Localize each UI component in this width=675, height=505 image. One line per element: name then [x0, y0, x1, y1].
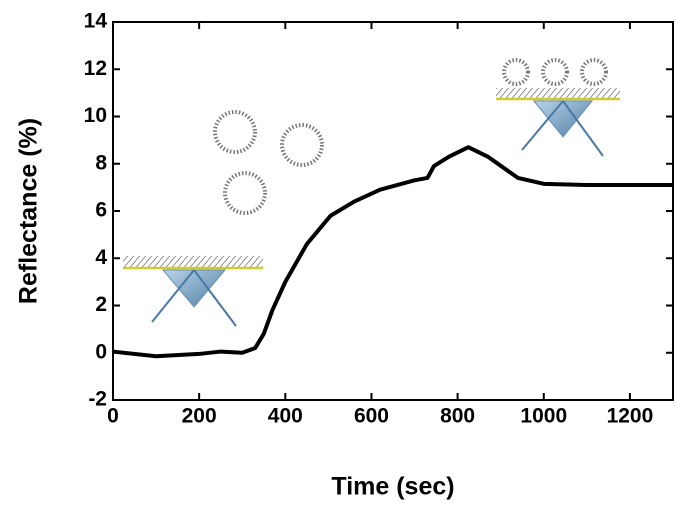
y-tick-label: 4 — [95, 246, 107, 269]
y-tick-label: 0 — [95, 340, 107, 363]
data-line — [112, 145, 673, 359]
y-tick-label: 6 — [95, 199, 107, 222]
illustration-right — [496, 88, 620, 157]
y-tick-label: 14 — [84, 10, 108, 33]
x-tick-label: 400 — [268, 405, 303, 428]
y-tick-label: 10 — [84, 104, 107, 127]
y-tick-label: 8 — [95, 151, 107, 174]
y-tick-label: 2 — [95, 293, 107, 316]
x-axis-label: Time (sec) — [331, 473, 454, 501]
plot-frame — [112, 21, 674, 401]
x-tick-label: 200 — [182, 405, 217, 428]
x-tick-label: 600 — [354, 405, 389, 428]
illustration-left — [123, 256, 263, 327]
x-tick-label: 1000 — [520, 405, 567, 428]
y-tick-label: -2 — [88, 388, 107, 411]
x-tick-label: 0 — [107, 405, 119, 428]
illustration-vesicles — [213, 58, 608, 215]
y-axis-label: Reflectance (%) — [15, 118, 43, 304]
y-tick-label: 12 — [84, 57, 107, 80]
x-tick-label: 800 — [440, 405, 475, 428]
x-tick-label: 1200 — [607, 405, 654, 428]
